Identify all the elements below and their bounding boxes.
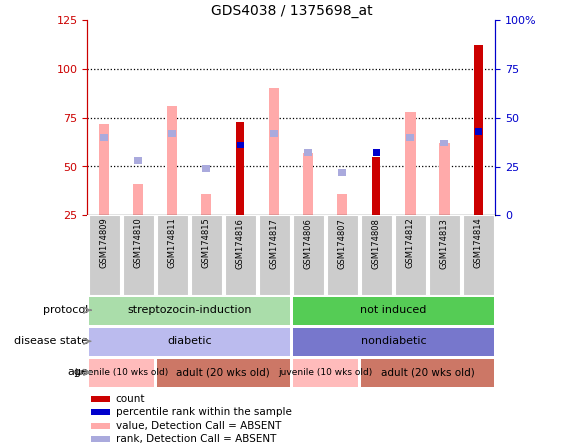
Text: GSM174807: GSM174807 <box>338 218 347 269</box>
Bar <box>475 128 482 135</box>
Bar <box>91 409 110 416</box>
FancyBboxPatch shape <box>293 297 494 325</box>
Bar <box>91 396 110 402</box>
Text: GSM174816: GSM174816 <box>236 218 245 269</box>
FancyBboxPatch shape <box>327 215 358 295</box>
Text: GSM174811: GSM174811 <box>168 218 177 269</box>
Text: adult (20 wks old): adult (20 wks old) <box>176 367 270 377</box>
Bar <box>338 169 346 176</box>
Text: count: count <box>116 394 145 404</box>
Text: nondiabetic: nondiabetic <box>360 336 426 346</box>
Text: streptozocin-induction: streptozocin-induction <box>127 305 252 315</box>
Text: GSM174809: GSM174809 <box>100 218 109 269</box>
Bar <box>133 184 144 215</box>
Text: value, Detection Call = ABSENT: value, Detection Call = ABSENT <box>116 420 281 431</box>
FancyBboxPatch shape <box>361 215 392 295</box>
Bar <box>405 112 415 215</box>
FancyBboxPatch shape <box>463 215 494 295</box>
Text: not induced: not induced <box>360 305 427 315</box>
FancyBboxPatch shape <box>293 215 324 295</box>
FancyBboxPatch shape <box>225 215 256 295</box>
Bar <box>202 165 211 172</box>
Text: juvenile (10 wks old): juvenile (10 wks old) <box>278 368 373 377</box>
FancyBboxPatch shape <box>89 328 289 356</box>
Bar <box>440 140 449 147</box>
Text: disease state: disease state <box>14 336 88 346</box>
Text: GSM174808: GSM174808 <box>372 218 381 269</box>
FancyBboxPatch shape <box>293 359 358 387</box>
Bar <box>304 150 312 156</box>
Bar <box>201 194 212 215</box>
FancyBboxPatch shape <box>89 359 154 387</box>
FancyBboxPatch shape <box>259 215 289 295</box>
Text: protocol: protocol <box>43 305 88 315</box>
Title: GDS4038 / 1375698_at: GDS4038 / 1375698_at <box>211 4 372 18</box>
Bar <box>236 122 244 215</box>
Bar <box>373 150 380 156</box>
Bar <box>337 194 347 215</box>
Bar <box>439 143 449 215</box>
Bar <box>237 142 244 148</box>
Text: GSM174815: GSM174815 <box>202 218 211 269</box>
Text: GSM174810: GSM174810 <box>134 218 143 269</box>
Bar <box>270 130 279 137</box>
FancyBboxPatch shape <box>89 297 289 325</box>
Text: GSM174812: GSM174812 <box>406 218 415 269</box>
Text: adult (20 wks old): adult (20 wks old) <box>381 367 474 377</box>
FancyBboxPatch shape <box>293 328 494 356</box>
FancyBboxPatch shape <box>89 215 119 295</box>
Bar <box>168 130 176 137</box>
Text: diabetic: diabetic <box>167 336 212 346</box>
Bar <box>100 134 108 141</box>
Text: GSM174814: GSM174814 <box>474 218 483 269</box>
Text: GSM174817: GSM174817 <box>270 218 279 269</box>
Text: GSM174813: GSM174813 <box>440 218 449 269</box>
Bar <box>406 134 414 141</box>
Bar <box>303 153 314 215</box>
Text: age: age <box>67 367 88 377</box>
Text: juvenile (10 wks old): juvenile (10 wks old) <box>74 368 168 377</box>
Bar <box>372 157 381 215</box>
Bar <box>475 45 482 215</box>
Text: GSM174806: GSM174806 <box>304 218 313 269</box>
Text: rank, Detection Call = ABSENT: rank, Detection Call = ABSENT <box>116 434 276 444</box>
FancyBboxPatch shape <box>429 215 460 295</box>
Bar <box>99 123 109 215</box>
Bar <box>269 88 279 215</box>
Bar <box>134 157 142 164</box>
Text: percentile rank within the sample: percentile rank within the sample <box>116 407 292 417</box>
Bar <box>167 106 177 215</box>
FancyBboxPatch shape <box>361 359 494 387</box>
Bar <box>91 436 110 442</box>
FancyBboxPatch shape <box>157 359 289 387</box>
FancyBboxPatch shape <box>123 215 154 295</box>
FancyBboxPatch shape <box>191 215 222 295</box>
FancyBboxPatch shape <box>395 215 426 295</box>
Bar <box>91 423 110 429</box>
FancyBboxPatch shape <box>157 215 187 295</box>
